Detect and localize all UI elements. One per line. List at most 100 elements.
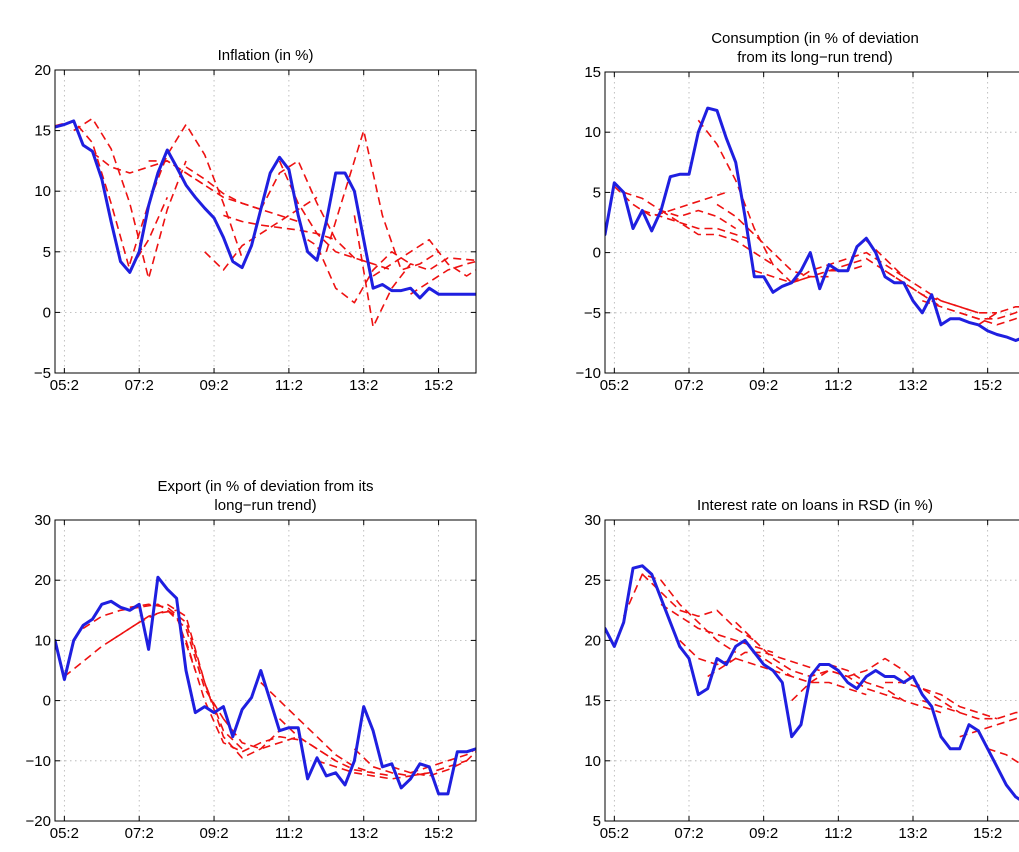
x-tick-label: 05:2 — [600, 377, 629, 394]
y-tick-label: −5 — [584, 305, 601, 322]
forecast-line-3 — [660, 209, 774, 266]
forecast-line-9 — [847, 657, 961, 714]
chart-title-line: Interest rate on loans in RSD (in %) — [697, 497, 933, 514]
plot-area — [605, 520, 1019, 821]
plot-area — [55, 70, 476, 373]
forecast-line-7 — [260, 681, 374, 774]
chart-title-line: Consumption (in % of deviation — [711, 30, 919, 47]
y-tick-label: 10 — [584, 124, 601, 141]
axes-frame — [54, 69, 477, 374]
y-tick-label: 10 — [34, 632, 51, 649]
x-tick-label: 11:2 — [824, 377, 852, 394]
forecast-line-3 — [129, 603, 243, 750]
x-tick-label: 07:2 — [125, 825, 154, 842]
chart-consumption: 05:2 07:2 09:2 11:2 13:2 15:2 −10 −5 0 5 10 15 Consu… — [576, 30, 1019, 394]
y-tick-label: 20 — [34, 62, 51, 79]
y-tick-label: 15 — [584, 64, 601, 81]
y-tick-label: 0 — [43, 304, 51, 321]
chart-title-line: Export (in % of deviation from its — [158, 478, 374, 495]
x-tick-label: 09:2 — [199, 825, 228, 842]
forecast-line-4 — [166, 603, 281, 759]
forecast-line-1 — [641, 573, 755, 642]
x-tick-label: 11:2 — [824, 825, 852, 842]
axes-frame — [604, 519, 1019, 822]
forecast-line-8 — [828, 663, 942, 714]
y-tick-label: −20 — [26, 813, 51, 830]
y-tick-label: 5 — [593, 813, 601, 830]
y-tick-label: −10 — [576, 365, 601, 382]
y-tick-label: 10 — [584, 753, 601, 770]
y-tick-label: 15 — [34, 123, 51, 140]
x-tick-label: 15:2 — [973, 825, 1002, 842]
forecast-line-0 — [613, 185, 727, 218]
chart-title-line: long−run trend) — [214, 497, 316, 514]
x-tick-label: 07:2 — [674, 377, 703, 394]
actual-line — [55, 575, 476, 796]
forecast-line-5 — [185, 166, 299, 223]
series-layer — [55, 117, 476, 328]
forecast-line-10 — [307, 239, 411, 304]
forecast-line-3 — [129, 123, 243, 265]
actual-line — [55, 119, 476, 300]
chart-title-line: Inflation (in %) — [218, 47, 314, 64]
series-layer — [55, 575, 476, 796]
x-tick-label: 15:2 — [424, 825, 453, 842]
forecast-line-5 — [185, 640, 299, 753]
x-tick-label: 11:2 — [275, 825, 303, 842]
chart-title-line: from its long−run trend) — [737, 49, 893, 66]
forecast-line-9 — [316, 760, 430, 780]
y-tick-label: 5 — [43, 244, 51, 261]
x-tick-label: 05:2 — [600, 825, 629, 842]
forecast-line-13 — [977, 305, 1019, 326]
forecast-line-0 — [63, 609, 177, 678]
actual-line — [605, 564, 1019, 801]
forecast-line-13 — [372, 238, 476, 277]
y-tick-label: −10 — [26, 753, 51, 770]
x-tick-label: 07:2 — [674, 825, 703, 842]
axes-frame — [54, 519, 477, 822]
x-tick-label: 07:2 — [125, 377, 154, 394]
series-layer — [605, 564, 1019, 801]
x-tick-label: 15:2 — [424, 377, 453, 394]
forecast-line-12 — [410, 748, 476, 774]
x-tick-label: 09:2 — [749, 825, 778, 842]
y-tick-label: 30 — [584, 512, 601, 529]
chart-inflation: 05:2 07:2 09:2 11:2 13:2 15:2 −5 0 5 10 15 20 Inflat… — [34, 47, 477, 394]
x-tick-label: 13:2 — [349, 377, 378, 394]
x-tick-label: 05:2 — [50, 825, 79, 842]
x-tick-label: 09:2 — [199, 377, 228, 394]
y-tick-label: 0 — [593, 245, 601, 262]
x-tick-label: 13:2 — [349, 825, 378, 842]
forecast-line-12 — [959, 716, 1019, 738]
forecast-line-1 — [623, 191, 737, 230]
forecast-line-2 — [642, 209, 755, 242]
y-tick-label: 20 — [34, 572, 51, 589]
y-tick-label: 30 — [34, 512, 51, 529]
forecast-line-12 — [353, 215, 476, 328]
forecast-line-8 — [260, 160, 374, 265]
y-tick-label: 20 — [584, 632, 601, 649]
x-tick-label: 13:2 — [898, 377, 927, 394]
actual-line — [605, 106, 1019, 342]
forecast-line-11 — [922, 699, 1019, 720]
forecast-line-11 — [391, 751, 476, 777]
forecast-line-6 — [222, 718, 337, 762]
chart-export: 05:2 07:2 09:2 11:2 13:2 15:2 −20 −10 0 10 20 30 Exp… — [26, 478, 477, 842]
x-tick-label: 11:2 — [275, 377, 303, 394]
y-tick-label: 5 — [593, 184, 601, 201]
forecast-line-9 — [278, 160, 393, 271]
forecast-line-1 — [73, 117, 187, 280]
x-tick-label: 05:2 — [50, 377, 79, 394]
y-tick-label: 25 — [584, 572, 601, 589]
x-tick-label: 09:2 — [749, 377, 778, 394]
y-tick-label: 0 — [43, 693, 51, 710]
y-tick-label: −5 — [34, 365, 51, 382]
chart-interest-rate: 05:2 07:2 09:2 11:2 13:2 15:2 5 10 15 20 25 30 Inter… — [584, 497, 1019, 842]
y-tick-label: 10 — [34, 183, 51, 200]
plot-area — [605, 72, 1019, 373]
forecast-line-11 — [325, 129, 440, 271]
forecast-line-14 — [410, 260, 476, 295]
y-tick-label: 15 — [584, 693, 601, 710]
forecast-line-12 — [959, 312, 1019, 326]
